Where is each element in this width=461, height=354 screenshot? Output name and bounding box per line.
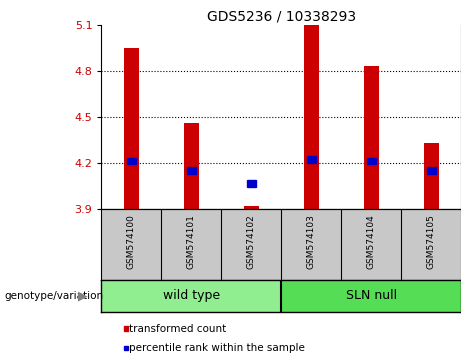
Bar — [304, 25, 319, 209]
Bar — [424, 143, 438, 209]
Text: GSM574104: GSM574104 — [366, 215, 376, 269]
Bar — [124, 48, 139, 209]
Bar — [244, 206, 259, 209]
Bar — [307, 156, 316, 162]
Bar — [101, 280, 281, 312]
Text: SLN null: SLN null — [346, 289, 396, 302]
Bar — [187, 167, 196, 174]
Title: GDS5236 / 10338293: GDS5236 / 10338293 — [207, 10, 356, 24]
Bar — [247, 180, 256, 187]
Bar — [364, 66, 378, 209]
Text: GSM574105: GSM574105 — [426, 215, 436, 269]
Text: GSM574101: GSM574101 — [187, 215, 196, 269]
Bar — [184, 123, 199, 209]
Text: transformed count: transformed count — [130, 324, 227, 333]
Bar — [127, 158, 136, 165]
Bar — [366, 158, 376, 165]
Bar — [281, 280, 461, 312]
Text: percentile rank within the sample: percentile rank within the sample — [130, 343, 305, 353]
Text: GSM574103: GSM574103 — [307, 215, 316, 269]
Text: genotype/variation: genotype/variation — [5, 291, 104, 301]
Text: GSM574102: GSM574102 — [247, 215, 256, 269]
Bar — [426, 167, 436, 174]
Text: GSM574100: GSM574100 — [127, 215, 136, 269]
Text: ▶: ▶ — [78, 289, 88, 302]
Text: wild type: wild type — [163, 289, 220, 302]
